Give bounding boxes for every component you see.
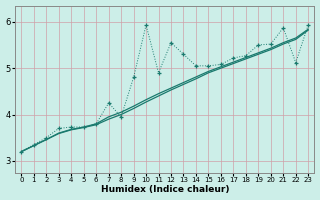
X-axis label: Humidex (Indice chaleur): Humidex (Indice chaleur)	[100, 185, 229, 194]
